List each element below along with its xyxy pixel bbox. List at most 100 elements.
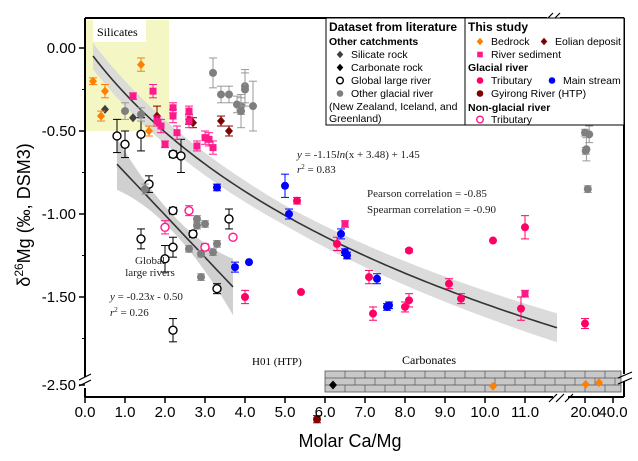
data-point bbox=[157, 122, 165, 130]
y-tick-label: -1.00 bbox=[42, 206, 76, 223]
data-point bbox=[213, 239, 221, 248]
data-point bbox=[136, 234, 146, 244]
series-other-glacial-river bbox=[121, 57, 594, 282]
data-point bbox=[185, 107, 193, 115]
data-point bbox=[212, 284, 222, 294]
data-point bbox=[149, 87, 157, 95]
x-tick-label: 40.0 bbox=[598, 404, 627, 421]
right-axis-break-mark bbox=[617, 371, 633, 379]
data-point bbox=[193, 214, 201, 223]
data-point bbox=[369, 309, 377, 318]
x-tick-label: 8.0 bbox=[395, 404, 416, 421]
legend-label: Eolian deposit bbox=[555, 36, 621, 48]
x-axis-title: Molar Ca/Mg bbox=[298, 431, 401, 451]
legend-this-study-title: This study bbox=[468, 20, 528, 34]
data-point bbox=[112, 131, 122, 141]
data-point bbox=[225, 126, 233, 136]
data-point bbox=[341, 220, 349, 228]
pearson-correlation: Pearson correlation = -0.85 bbox=[367, 188, 487, 200]
log-fit-r2: r2 = 0.83 bbox=[297, 163, 336, 176]
data-point bbox=[385, 301, 393, 310]
carbonates-region bbox=[324, 370, 622, 393]
legend-marker bbox=[336, 63, 344, 72]
data-point bbox=[365, 273, 373, 282]
data-point bbox=[153, 117, 161, 125]
series-glacial-tributary bbox=[241, 196, 589, 330]
x-tick-label: 20.0 bbox=[570, 404, 599, 421]
x-axis-break-mark bbox=[555, 393, 565, 403]
data-point bbox=[137, 110, 145, 119]
data-point bbox=[249, 102, 257, 111]
data-point bbox=[329, 380, 337, 390]
data-point bbox=[241, 85, 249, 94]
series-bedrock bbox=[89, 57, 603, 391]
data-point bbox=[89, 76, 97, 86]
data-point bbox=[205, 135, 213, 143]
data-point bbox=[582, 145, 591, 154]
data-point bbox=[129, 113, 137, 123]
data-point bbox=[405, 246, 413, 255]
x-tick-label: 9.0 bbox=[435, 404, 456, 421]
legend-label: Main stream bbox=[563, 75, 621, 87]
data-point bbox=[293, 196, 301, 205]
legend-marker bbox=[476, 90, 484, 97]
series-global-large-river bbox=[112, 117, 234, 343]
legend-marker bbox=[336, 50, 344, 59]
data-point bbox=[457, 294, 465, 303]
data-point bbox=[313, 415, 321, 424]
legend-label: Tributary bbox=[491, 75, 533, 87]
data-point bbox=[217, 116, 225, 126]
right-axis-break-mark bbox=[617, 377, 633, 385]
legend-literature-title: Dataset from literature bbox=[329, 20, 457, 34]
data-point bbox=[489, 381, 497, 391]
data-point bbox=[161, 140, 169, 148]
data-point bbox=[224, 214, 234, 224]
legend-label: River sediment bbox=[491, 49, 561, 61]
legend-marker bbox=[548, 77, 556, 84]
legend-marker bbox=[477, 51, 483, 58]
data-point bbox=[489, 236, 497, 245]
data-point bbox=[241, 293, 249, 301]
data-point bbox=[521, 290, 529, 298]
data-point bbox=[285, 210, 293, 218]
data-point bbox=[176, 151, 186, 161]
data-point bbox=[101, 86, 109, 96]
legend-note-2: Greenland) bbox=[329, 113, 382, 125]
legend-marker bbox=[336, 90, 344, 97]
data-point bbox=[445, 279, 453, 288]
data-point bbox=[405, 296, 413, 305]
data-point bbox=[160, 222, 170, 232]
data-point bbox=[160, 254, 170, 264]
series-gyirong-river-htp bbox=[313, 415, 321, 424]
data-point bbox=[185, 244, 193, 253]
x-tick-label: 3.0 bbox=[195, 404, 216, 421]
y-tick-label: -2.50 bbox=[42, 377, 76, 394]
data-point bbox=[188, 229, 198, 239]
data-point bbox=[193, 221, 201, 230]
data-point bbox=[585, 130, 594, 139]
data-point bbox=[581, 319, 589, 328]
legend-non-glacial-river: Non-glacial river bbox=[468, 102, 550, 114]
legend-marker bbox=[476, 77, 484, 84]
legend-marker bbox=[476, 37, 484, 46]
x-tick-label: 11.0 bbox=[511, 404, 539, 421]
data-point bbox=[101, 104, 109, 114]
y-tick-label: -0.50 bbox=[42, 123, 76, 140]
data-point bbox=[168, 325, 178, 335]
spearman-correlation: Spearman correlation = -0.90 bbox=[367, 204, 496, 216]
data-point bbox=[297, 288, 305, 297]
x-tick-label: 4.0 bbox=[235, 404, 256, 421]
data-point bbox=[213, 183, 221, 192]
legend-marker bbox=[476, 115, 485, 124]
legend-glacial-river: Glacial river bbox=[468, 62, 528, 74]
x-tick-label: 1.0 bbox=[115, 404, 136, 421]
data-point bbox=[231, 263, 239, 272]
data-point bbox=[197, 249, 205, 258]
data-point bbox=[197, 273, 205, 282]
data-point bbox=[209, 248, 217, 257]
data-point bbox=[97, 111, 105, 121]
data-point bbox=[141, 185, 149, 194]
